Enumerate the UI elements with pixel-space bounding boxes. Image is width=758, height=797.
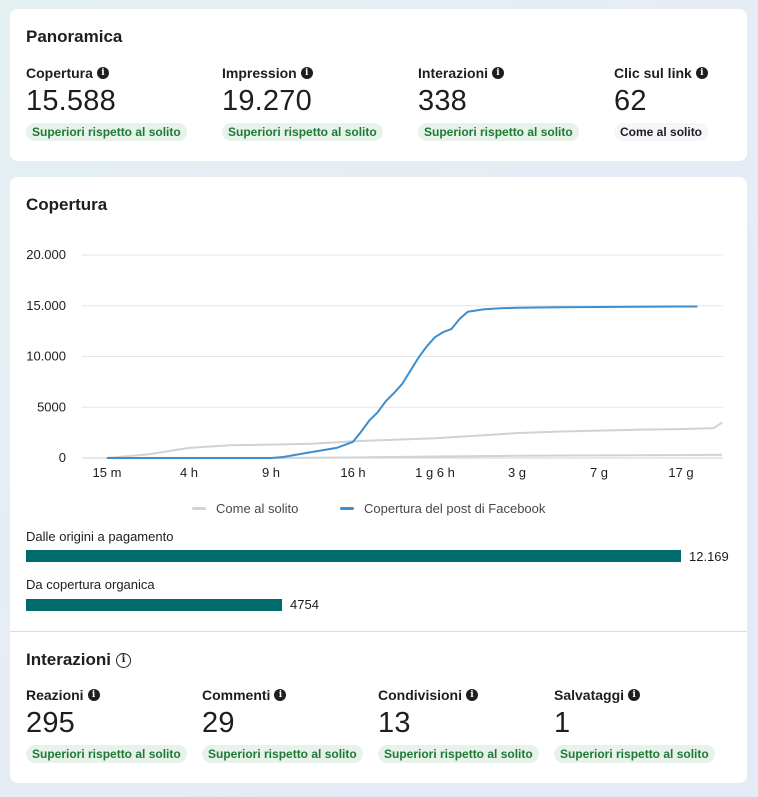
metric-impressions: Impression i 19.270 Superiori rispetto a… [222,65,383,141]
usual-upper-line [106,421,723,459]
x-tick-label: 16 h [340,465,365,480]
legend-swatch [192,507,206,510]
metric-shares: Condivisioni i 13 Superiori rispetto al … [378,687,539,763]
x-tick-label: 3 g [508,465,526,480]
paid-reach-bar [26,550,681,562]
y-tick-label: 10.000 [26,349,66,364]
status-badge: Superiori rispetto al solito [26,123,187,141]
post-reach-line [107,305,698,459]
metric-label: Commenti [202,687,271,703]
metric-value: 19.270 [222,85,312,117]
y-tick-label: 5000 [37,399,66,414]
legend-item-post-reach[interactable]: Copertura del post di Facebook [340,501,545,516]
info-icon[interactable]: i [695,67,708,79]
status-badge: Superiori rispetto al solito [554,745,715,763]
metric-saves: Salvataggi i 1 Superiori rispetto al sol… [554,687,715,763]
status-badge: Superiori rispetto al solito [26,745,187,763]
metric-label: Reazioni [26,687,84,703]
x-tick-label: 15 m [93,465,122,480]
metric-value: 338 [418,85,467,117]
x-tick-label: 9 h [262,465,280,480]
metric-label: Copertura [26,65,93,81]
legend-label: Copertura del post di Facebook [364,501,546,516]
paid-reach-value: 12.169 [689,549,729,564]
overview-card: Panoramica Copertura i 15.588 Superiori … [10,9,747,161]
overview-title: Panoramica [26,27,123,46]
x-tick-label: 17 g [668,465,693,480]
info-icon[interactable]: i [300,67,313,79]
interactions-title-text: Interazioni [26,650,112,669]
metric-reach: Copertura i 15.588 Superiori rispetto al… [26,65,187,141]
info-icon[interactable]: i [96,67,109,79]
info-icon[interactable]: i [492,67,505,79]
x-tick-label: 4 h [180,465,198,480]
organic-reach-value: 4754 [290,597,319,612]
metric-value: 15.588 [26,85,116,117]
metric-label: Salvataggi [554,687,625,703]
metric-value: 295 [26,707,75,739]
x-tick-label: 7 g [590,465,608,480]
organic-reach-bar [26,599,282,611]
metric-label: Interazioni [418,65,489,81]
metric-interactions: Interazioni i 338 Superiori rispetto al … [418,65,579,141]
status-badge: Come al solito [614,123,709,141]
status-badge: Superiori rispetto al solito [202,745,363,763]
metric-comments: Commenti i 29 Superiori rispetto al soli… [202,687,363,763]
organic-reach-label: Da copertura organica [26,577,155,592]
legend-label: Come al solito [216,501,299,516]
info-circle-icon[interactable]: i [116,652,132,668]
y-tick-label: 15.000 [26,298,66,313]
info-icon[interactable]: i [628,689,641,701]
reach-line-chart: 0 5000 10.000 15.000 20.000 15 m 4 h 9 h 16 h 1 g… [26,247,723,480]
y-tick-label: 20.000 [26,247,66,262]
metric-value: 62 [614,85,647,117]
y-tick-label: 0 [59,450,66,465]
info-icon[interactable]: i [87,689,100,701]
info-icon[interactable]: i [274,689,287,701]
metric-link-clicks: Clic sul link i 62 Come al solito [614,65,709,141]
metric-value: 29 [202,707,235,739]
metric-label: Condivisioni [378,687,462,703]
metric-label: Impression [222,65,297,81]
x-tick-label: 1 g 6 h [415,465,455,480]
status-badge: Superiori rispetto al solito [418,123,579,141]
metric-reactions: Reazioni i 295 Superiori rispetto al sol… [26,687,187,763]
metric-value: 1 [554,707,571,739]
legend-item-usual[interactable]: Come al solito [192,501,298,516]
paid-reach-label: Dalle origini a pagamento [26,529,174,544]
status-badge: Superiori rispetto al solito [378,745,539,763]
reach-card: Copertura 0 5000 10.000 15.000 20.000 15 m 4 h… [10,177,747,783]
metric-value: 13 [378,707,411,739]
interactions-title: Interazioni i [26,650,132,670]
info-icon[interactable]: i [466,689,478,701]
metric-label: Clic sul link [614,65,692,81]
status-badge: Superiori rispetto al solito [222,123,383,141]
legend-swatch [340,507,354,510]
reach-title: Copertura [26,195,108,214]
section-divider [10,631,747,632]
